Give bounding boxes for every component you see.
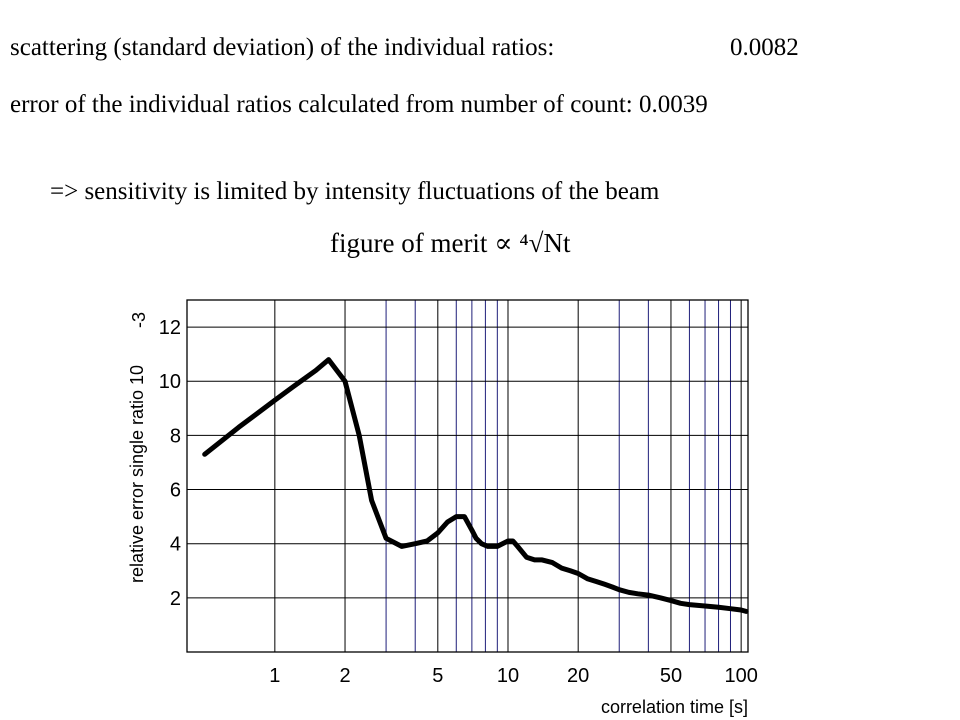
x-axis-label: correlation time [s]	[601, 697, 748, 717]
y-tick-label: 12	[159, 317, 181, 339]
y-tick-label: 10	[159, 371, 181, 393]
x-tick-label: 20	[567, 665, 589, 687]
scatter-std-value: 0.0082	[730, 34, 799, 61]
y-tick-labels: 2 4 6 8 10 12	[159, 317, 181, 610]
y-axis-label-group: relative error single ratio 10 -3	[127, 312, 149, 583]
x-tick-label: 10	[497, 665, 519, 687]
y-tick-label: 6	[170, 480, 181, 502]
y-axis-label: relative error single ratio 10	[127, 365, 147, 583]
figure-of-merit-formula: figure of merit ∝ ⁴√Nt	[330, 228, 571, 258]
x-tick-label: 1	[269, 665, 280, 687]
y-tick-label: 4	[170, 534, 181, 556]
sensitivity-conclusion: => sensitivity is limited by intensity f…	[50, 178, 660, 205]
scatter-std-text: scattering (standard deviation) of the i…	[10, 34, 555, 61]
y-axis-label-exponent: -3	[129, 312, 149, 328]
series-line	[202, 357, 749, 614]
y-tick-label: 2	[170, 588, 181, 610]
x-tick-label: 5	[432, 665, 443, 687]
x-tick-label: 100	[724, 665, 757, 687]
x-tick-label: 2	[339, 665, 350, 687]
count-error-text: error of the individual ratios calculate…	[10, 91, 708, 118]
y-tick-label: 8	[170, 425, 181, 447]
x-tick-label: 50	[660, 665, 682, 687]
plot-frame	[186, 299, 749, 653]
x-tick-labels: 1 2 5 10 20 50 100	[269, 665, 758, 687]
